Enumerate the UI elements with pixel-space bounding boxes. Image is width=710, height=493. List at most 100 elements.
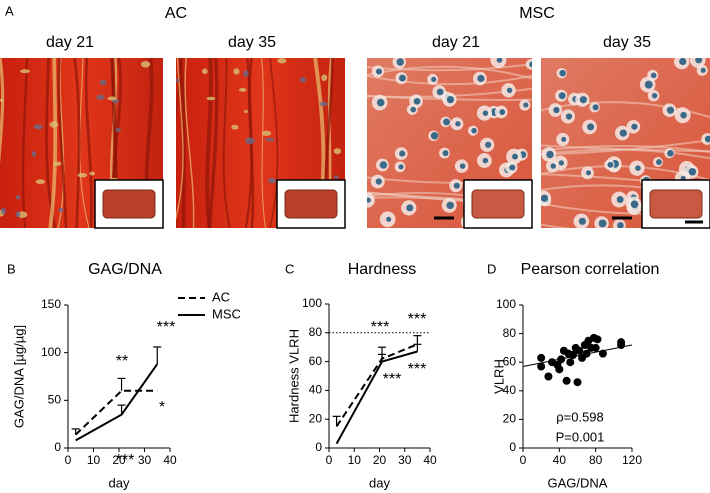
x-axis-label: day	[109, 475, 130, 490]
lacuna	[490, 58, 507, 68]
image-label: day 35	[603, 34, 651, 51]
annotation: ***	[157, 319, 176, 336]
panel-label: C	[285, 261, 294, 276]
nucleus	[410, 106, 417, 113]
y-tick-label: 0	[315, 440, 322, 454]
series-line	[335, 343, 418, 427]
nucleus	[578, 217, 586, 225]
streak	[21, 58, 29, 228]
annotation: ***	[408, 311, 427, 328]
cell	[96, 94, 105, 100]
nucleus	[442, 150, 449, 157]
error-bar	[413, 343, 422, 352]
nucleus	[398, 74, 406, 82]
lacuna	[525, 59, 532, 70]
cell	[53, 161, 62, 166]
legend-label: MSC	[212, 306, 241, 321]
point	[575, 346, 584, 355]
nucleus	[506, 87, 513, 94]
point	[537, 353, 546, 362]
annotation: **	[116, 353, 128, 370]
group-label: AC	[165, 5, 187, 22]
cell	[77, 172, 88, 178]
panel-label: A	[5, 3, 14, 18]
nucleus	[367, 197, 371, 203]
nucleus	[413, 97, 421, 105]
cell	[58, 207, 64, 213]
x-tick-label: 30	[138, 453, 152, 467]
nucleus	[619, 129, 627, 137]
inset-sample	[102, 189, 156, 219]
nucleus	[558, 92, 566, 100]
point	[598, 349, 607, 358]
point	[573, 378, 582, 387]
cell	[31, 150, 37, 157]
streak	[269, 58, 279, 228]
nucleus	[459, 163, 466, 169]
streak	[205, 58, 213, 228]
point	[562, 376, 571, 385]
texture	[0, 58, 163, 228]
nucleus	[529, 61, 532, 68]
chart-title: Pearson correlation	[521, 261, 660, 278]
nucleus	[586, 170, 592, 176]
cell	[115, 127, 121, 132]
nucleus	[509, 164, 516, 171]
nucleus	[431, 76, 437, 82]
nucleus	[644, 80, 653, 89]
nucleus	[375, 178, 382, 185]
nucleus	[453, 182, 460, 189]
nucleus	[553, 106, 560, 114]
image-label: day 21	[432, 34, 480, 51]
cell	[20, 69, 31, 74]
nucleus	[559, 69, 566, 77]
cell	[245, 137, 255, 145]
nucleus	[541, 194, 549, 202]
cell	[35, 179, 46, 184]
series-line	[335, 350, 418, 445]
nucleus	[523, 102, 529, 108]
nucleus	[607, 161, 614, 168]
y-tick-label: 20	[503, 412, 517, 426]
error-bar	[71, 428, 80, 435]
streak	[176, 58, 184, 220]
x-tick-label: 0	[326, 453, 333, 467]
streak	[222, 58, 231, 228]
cell	[265, 138, 275, 142]
x-tick-label: 80	[589, 453, 603, 467]
nucleus	[430, 132, 439, 140]
nucleus	[398, 164, 404, 170]
y-tick-label: 60	[309, 354, 323, 368]
cell	[202, 68, 208, 75]
nucleus	[386, 216, 392, 222]
cell	[333, 148, 342, 155]
streak	[84, 58, 93, 228]
cell	[277, 58, 287, 64]
nucleus	[651, 92, 658, 99]
y-tick-label: 150	[41, 297, 61, 311]
streak	[178, 58, 186, 228]
histology-panel	[0, 58, 710, 229]
y-tick-label: 80	[309, 325, 323, 339]
streak	[0, 58, 5, 165]
nucleus	[579, 96, 587, 104]
annotation: ***	[408, 361, 427, 378]
y-axis-label: GAG/DNA [µg/µg]	[11, 325, 26, 428]
annotation: ***	[116, 452, 135, 469]
streak	[207, 58, 219, 228]
point	[591, 343, 600, 352]
cell	[0, 98, 4, 102]
annotation: *	[159, 399, 165, 416]
nucleus	[471, 127, 477, 134]
nucleus	[399, 150, 406, 157]
fiber	[541, 144, 710, 153]
cell	[243, 70, 249, 77]
point	[568, 351, 577, 360]
cell	[0, 207, 6, 215]
nucleus	[443, 118, 451, 126]
nucleus	[587, 123, 595, 131]
y-tick-label: 0	[509, 440, 516, 454]
nucleus	[704, 135, 710, 143]
nucleus	[616, 196, 624, 203]
nucleus	[499, 109, 506, 115]
